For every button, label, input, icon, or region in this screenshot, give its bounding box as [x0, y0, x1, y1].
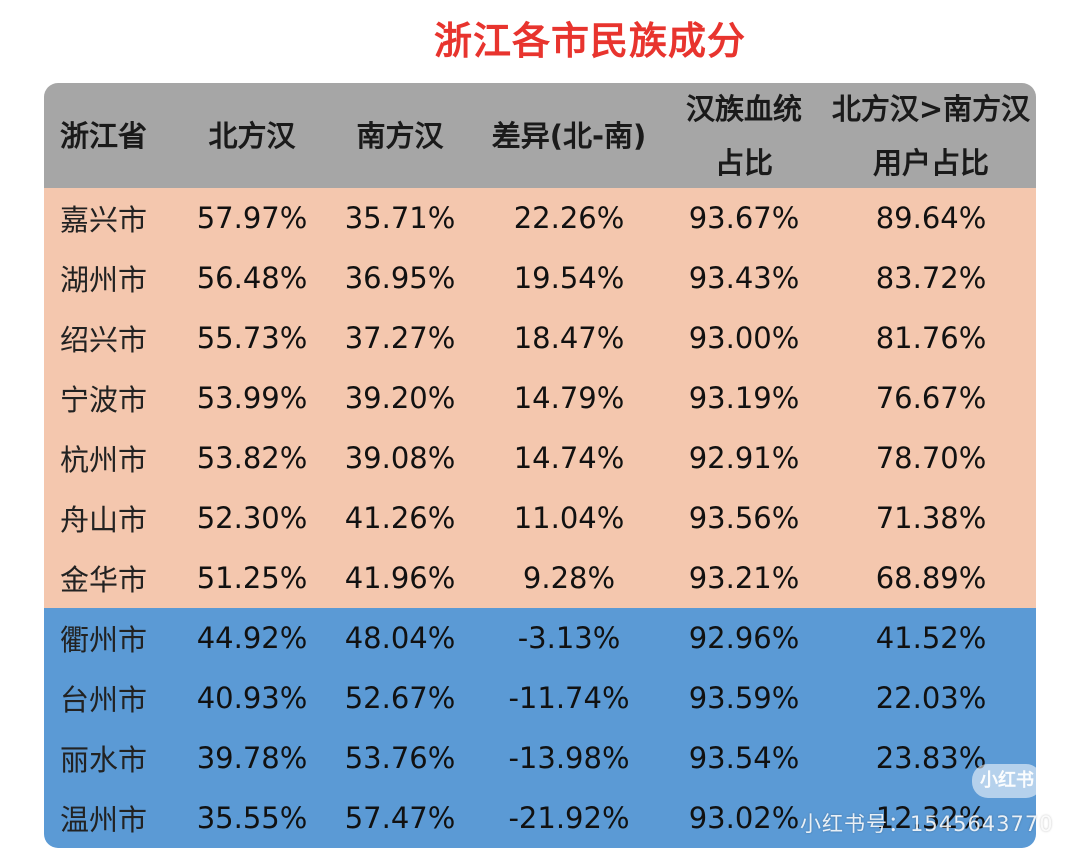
city-name: 湖州市 [60, 263, 148, 297]
south-han-value: 52.67% [344, 681, 456, 715]
city-name: 衢州市 [60, 623, 148, 657]
page-title: 浙江各市民族成分 [433, 19, 746, 63]
city-name: 温州市 [60, 803, 148, 837]
north-han-value: 52.30% [196, 501, 308, 535]
header-difference: 差异(北-南) [491, 118, 647, 153]
south-han-value: 53.76% [344, 741, 456, 775]
han-ratio-value: 93.59% [688, 681, 800, 715]
header-user-ratio: 北方汉>南方汉 用户占比 [826, 83, 1036, 190]
south-han-value: 35.71% [344, 201, 456, 235]
header-han-ratio: 汉族血统 占比 [662, 83, 826, 190]
city-name: 杭州市 [60, 443, 148, 477]
header-south-han: 南方汉 [356, 118, 444, 153]
table-row: 湖州市 56.48% 36.95% 19.54% 93.43% 83.72% [44, 248, 1036, 308]
city-name: 宁波市 [60, 383, 148, 417]
table-row: 嘉兴市 57.97% 35.71% 22.26% 93.67% 89.64% [44, 188, 1036, 248]
header-han-ratio-line2: 占比 [714, 145, 773, 180]
south-han-value: 36.95% [344, 261, 456, 295]
city-name: 舟山市 [60, 503, 148, 537]
table-row: 衢州市 44.92% 48.04% -3.13% 92.96% 41.52% [44, 608, 1036, 668]
user-ratio-value: 81.76% [875, 321, 987, 355]
han-ratio-value: 93.67% [688, 201, 800, 235]
city-name: 丽水市 [60, 743, 148, 777]
south-han-value: 37.27% [344, 321, 456, 355]
difference-value: -21.92% [508, 801, 630, 835]
user-ratio-value: 41.52% [875, 621, 987, 655]
difference-value: 19.54% [513, 261, 625, 295]
user-ratio-value: 89.64% [875, 201, 987, 235]
difference-value: -13.98% [508, 741, 630, 775]
north-han-value: 39.78% [196, 741, 308, 775]
south-han-value: 41.96% [344, 561, 456, 595]
user-ratio-value: 23.83% [875, 741, 987, 775]
north-han-value: 57.97% [196, 201, 308, 235]
city-name: 金华市 [60, 563, 148, 597]
north-han-value: 56.48% [196, 261, 308, 295]
difference-value: -11.74% [508, 681, 630, 715]
user-ratio-value: 12.32% [875, 801, 987, 835]
header-user-ratio-line2: 用户占比 [872, 145, 989, 180]
user-ratio-value: 22.03% [875, 681, 987, 715]
user-ratio-value: 68.89% [875, 561, 987, 595]
han-ratio-value: 93.21% [688, 561, 800, 595]
ethnicity-table: 浙江省 北方汉 南方汉 差异(北-南) 汉族血统 占比 北方汉>南方汉 用户占比… [44, 83, 1036, 848]
city-name: 嘉兴市 [60, 203, 148, 237]
difference-value: 9.28% [522, 561, 616, 595]
south-han-value: 41.26% [344, 501, 456, 535]
han-ratio-value: 93.43% [688, 261, 800, 295]
table-row: 绍兴市 55.73% 37.27% 18.47% 93.00% 81.76% [44, 308, 1036, 368]
difference-value: 11.04% [513, 501, 625, 535]
south-han-value: 39.08% [344, 441, 456, 475]
table-row: 温州市 35.55% 57.47% -21.92% 93.02% 12.32% [44, 788, 1036, 848]
header-han-ratio-line1: 汉族血统 [685, 91, 802, 126]
south-han-value: 57.47% [344, 801, 456, 835]
table-row: 舟山市 52.30% 41.26% 11.04% 93.56% 71.38% [44, 488, 1036, 548]
user-ratio-value: 71.38% [875, 501, 987, 535]
north-han-value: 51.25% [196, 561, 308, 595]
han-ratio-value: 93.56% [688, 501, 800, 535]
south-han-value: 39.20% [344, 381, 456, 415]
difference-value: 22.26% [513, 201, 625, 235]
difference-value: 18.47% [513, 321, 625, 355]
header-user-ratio-line1: 北方汉>南方汉 [831, 91, 1031, 126]
table-header: 浙江省 北方汉 南方汉 差异(北-南) 汉族血统 占比 北方汉>南方汉 用户占比 [44, 83, 1036, 188]
north-han-value: 40.93% [196, 681, 308, 715]
user-ratio-value: 83.72% [875, 261, 987, 295]
table-row: 宁波市 53.99% 39.20% 14.79% 93.19% 76.67% [44, 368, 1036, 428]
city-name: 台州市 [60, 683, 148, 717]
table-row: 杭州市 53.82% 39.08% 14.74% 92.91% 78.70% [44, 428, 1036, 488]
table-row: 丽水市 39.78% 53.76% -13.98% 93.54% 23.83% [44, 728, 1036, 788]
north-han-value: 55.73% [196, 321, 308, 355]
header-province: 浙江省 [60, 118, 148, 153]
difference-value: 14.79% [513, 381, 625, 415]
header-north-han: 北方汉 [208, 118, 296, 153]
north-han-value: 44.92% [196, 621, 308, 655]
table-row: 台州市 40.93% 52.67% -11.74% 93.59% 22.03% [44, 668, 1036, 728]
han-ratio-value: 93.02% [688, 801, 800, 835]
difference-value: 14.74% [513, 441, 625, 475]
han-ratio-value: 93.19% [688, 381, 800, 415]
han-ratio-value: 92.91% [688, 441, 800, 475]
han-ratio-value: 92.96% [688, 621, 800, 655]
han-ratio-value: 93.54% [688, 741, 800, 775]
north-han-value: 53.82% [196, 441, 308, 475]
city-name: 绍兴市 [60, 323, 148, 357]
user-ratio-value: 76.67% [875, 381, 987, 415]
north-han-value: 53.99% [196, 381, 308, 415]
table-row: 金华市 51.25% 41.96% 9.28% 93.21% 68.89% [44, 548, 1036, 608]
south-han-value: 48.04% [344, 621, 456, 655]
north-han-value: 35.55% [196, 801, 308, 835]
user-ratio-value: 78.70% [875, 441, 987, 475]
difference-value: -3.13% [517, 621, 621, 655]
han-ratio-value: 93.00% [688, 321, 800, 355]
watermark-text: 小红书号：1545643770 [800, 812, 1054, 836]
xiaohongshu-logo: 小红书 [972, 764, 1042, 798]
